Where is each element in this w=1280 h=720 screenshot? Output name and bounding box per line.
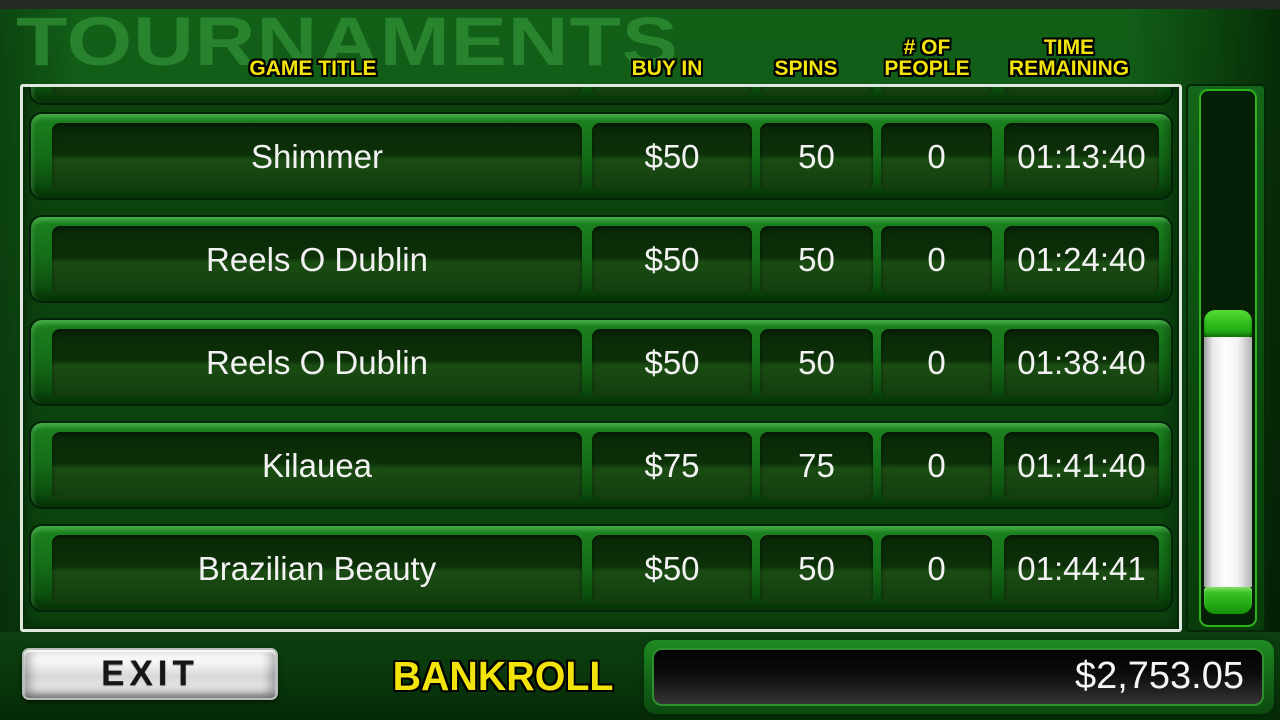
game-title-cell: Reels O Dublin	[52, 226, 582, 294]
column-header-buy-in: BUY IN	[592, 58, 742, 79]
people-cell: 0	[881, 432, 992, 500]
people-cell	[881, 87, 992, 96]
people-cell: 0	[881, 226, 992, 294]
exit-button[interactable]: EXIT	[22, 648, 278, 700]
bankroll-value: $2,753.05	[652, 648, 1264, 706]
tournament-row[interactable]: Shimmer $50 50 0 01:13:40	[29, 112, 1173, 200]
header-line-1: TIME	[1043, 36, 1095, 59]
people-cell: 0	[881, 123, 992, 191]
header-line-2: GAME TITLE	[249, 57, 377, 80]
game-title-cell	[52, 87, 582, 96]
column-header-people: # OF PEOPLE	[852, 37, 1002, 79]
spins-cell	[760, 87, 873, 96]
game-title-cell: Brazilian Beauty	[52, 535, 582, 603]
tournament-list-panel: Shimmer $50 50 0 01:13:40 Reels O Dublin $50 50…	[20, 84, 1182, 632]
scrollbar-thumb-body	[1204, 336, 1252, 588]
time-remaining-cell	[1004, 87, 1159, 96]
time-remaining-cell: 01:24:40	[1004, 226, 1159, 294]
game-title-cell: Shimmer	[52, 123, 582, 191]
tournament-row[interactable]: Kilauea $75 75 0 01:41:40	[29, 421, 1173, 509]
scrollbar-thumb[interactable]	[1204, 309, 1252, 615]
buy-in-cell: $50	[592, 535, 752, 603]
people-cell: 0	[881, 329, 992, 397]
time-remaining-cell: 01:44:41	[1004, 535, 1159, 603]
spins-cell: 75	[760, 432, 873, 500]
tournament-row-partial[interactable]	[29, 87, 1173, 105]
buy-in-cell	[592, 87, 752, 96]
spins-cell: 50	[760, 226, 873, 294]
header-line-1: # OF	[903, 36, 951, 59]
game-title-cell: Reels O Dublin	[52, 329, 582, 397]
page-title: TOURNAMENTS	[16, 2, 679, 80]
buy-in-cell: $50	[592, 226, 752, 294]
rows-container: Shimmer $50 50 0 01:13:40 Reels O Dublin $50 50…	[23, 87, 1179, 629]
footer-bar: EXIT BANKROLL $2,753.05	[0, 632, 1280, 720]
scrollbar-track[interactable]	[1199, 89, 1257, 627]
scrollbar-thumb-bottom-cap	[1204, 587, 1252, 615]
tournament-row[interactable]: Reels O Dublin $50 50 0 01:38:40	[29, 318, 1173, 406]
scrollbar	[1186, 84, 1266, 632]
people-cell: 0	[881, 535, 992, 603]
header-line-2: REMAINING	[1008, 57, 1130, 80]
bankroll-label: BANKROLL	[392, 653, 614, 699]
scrollbar-thumb-top-cap	[1204, 309, 1252, 337]
top-letterbox-strip	[0, 0, 1280, 9]
buy-in-cell: $75	[592, 432, 752, 500]
tournament-row[interactable]: Reels O Dublin $50 50 0 01:24:40	[29, 215, 1173, 303]
time-remaining-cell: 01:41:40	[1004, 432, 1159, 500]
spins-cell: 50	[760, 535, 873, 603]
tournament-row[interactable]: Brazilian Beauty $50 50 0 01:44:41	[29, 524, 1173, 612]
header-line-2: BUY IN	[631, 57, 703, 80]
header-line-2: SPINS	[774, 57, 838, 80]
column-header-spins: SPINS	[731, 58, 881, 79]
time-remaining-cell: 01:13:40	[1004, 123, 1159, 191]
column-header-time-remaining: TIME REMAINING	[974, 37, 1164, 79]
time-remaining-cell: 01:38:40	[1004, 329, 1159, 397]
buy-in-cell: $50	[592, 123, 752, 191]
game-title-cell: Kilauea	[52, 432, 582, 500]
spins-cell: 50	[760, 123, 873, 191]
buy-in-cell: $50	[592, 329, 752, 397]
spins-cell: 50	[760, 329, 873, 397]
header-line-2: PEOPLE	[884, 57, 970, 80]
column-header-game-title: GAME TITLE	[163, 58, 463, 79]
